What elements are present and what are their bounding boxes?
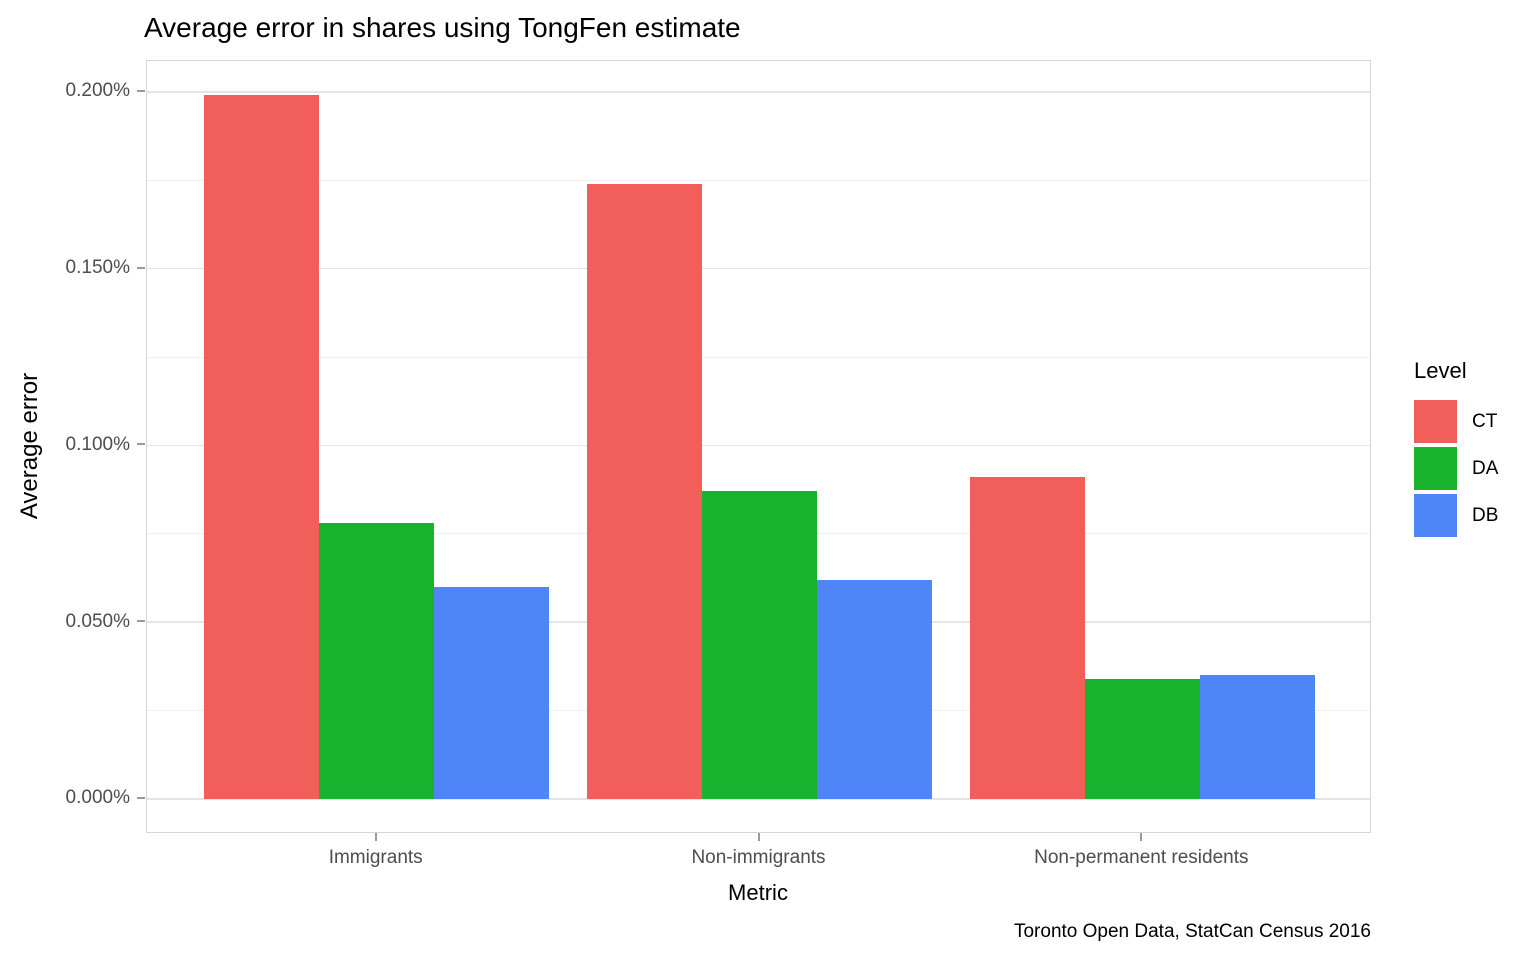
x-axis-tick-label: Immigrants (328, 847, 423, 868)
bar-ct-immigrants (204, 95, 320, 799)
bar-db-non-immigrants (816, 579, 932, 799)
bar-ct-non-permanent-residents (970, 477, 1085, 799)
gridline-major (147, 267, 1370, 270)
y-axis-tick-label: 0.200% (65, 80, 130, 102)
gridline-major (147, 91, 1370, 93)
legend-title: Level (1414, 358, 1467, 383)
bar-db-immigrants (434, 586, 549, 799)
chart-title: Average error in shares using TongFen es… (144, 12, 741, 43)
legend-swatch-db (1414, 494, 1457, 537)
legend-item-ct: CT (1414, 400, 1498, 443)
legend-label-da: DA (1472, 457, 1499, 479)
chart-caption: Toronto Open Data, StatCan Census 2016 (1013, 921, 1371, 942)
bar-da-non-permanent-residents (1084, 678, 1200, 799)
bar-da-immigrants (319, 523, 435, 799)
bar-db-non-permanent-residents (1199, 675, 1315, 799)
legend-item-da: DA (1414, 447, 1498, 490)
legend: Level CT DA DB (1414, 358, 1498, 541)
legend-label-ct: CT (1472, 410, 1498, 432)
y-axis-tick (137, 796, 145, 799)
x-axis-tick-label: Non-permanent residents (1034, 847, 1249, 868)
y-axis-tick-label: 0.100% (65, 433, 130, 455)
gridline-major (147, 798, 1370, 800)
y-axis-tick (137, 266, 145, 269)
x-axis-title: Metric (728, 880, 788, 905)
y-axis-tick (137, 443, 145, 446)
y-axis-tick (137, 89, 145, 92)
x-axis-tick (757, 833, 760, 841)
legend-label-db: DB (1472, 504, 1499, 526)
gridline-minor (147, 356, 1370, 358)
gridline-major (147, 444, 1370, 447)
bar-ct-non-immigrants (587, 183, 703, 799)
bar-da-non-immigrants (702, 491, 817, 799)
x-axis-tick (374, 833, 377, 841)
y-axis-tick (137, 620, 145, 623)
legend-swatch-ct (1414, 400, 1457, 443)
gridline-minor (147, 179, 1370, 181)
y-axis-tick-label: 0.150% (65, 257, 130, 279)
legend-items: CT DA DB (1414, 400, 1498, 537)
legend-item-db: DB (1414, 494, 1498, 537)
plot-panel (146, 60, 1371, 833)
x-axis-tick (1140, 833, 1143, 841)
y-axis-tick-label: 0.050% (65, 610, 130, 632)
x-axis-tick-label: Non-immigrants (691, 847, 826, 868)
legend-swatch-da (1414, 447, 1457, 490)
y-axis-tick-label: 0.000% (65, 787, 130, 809)
